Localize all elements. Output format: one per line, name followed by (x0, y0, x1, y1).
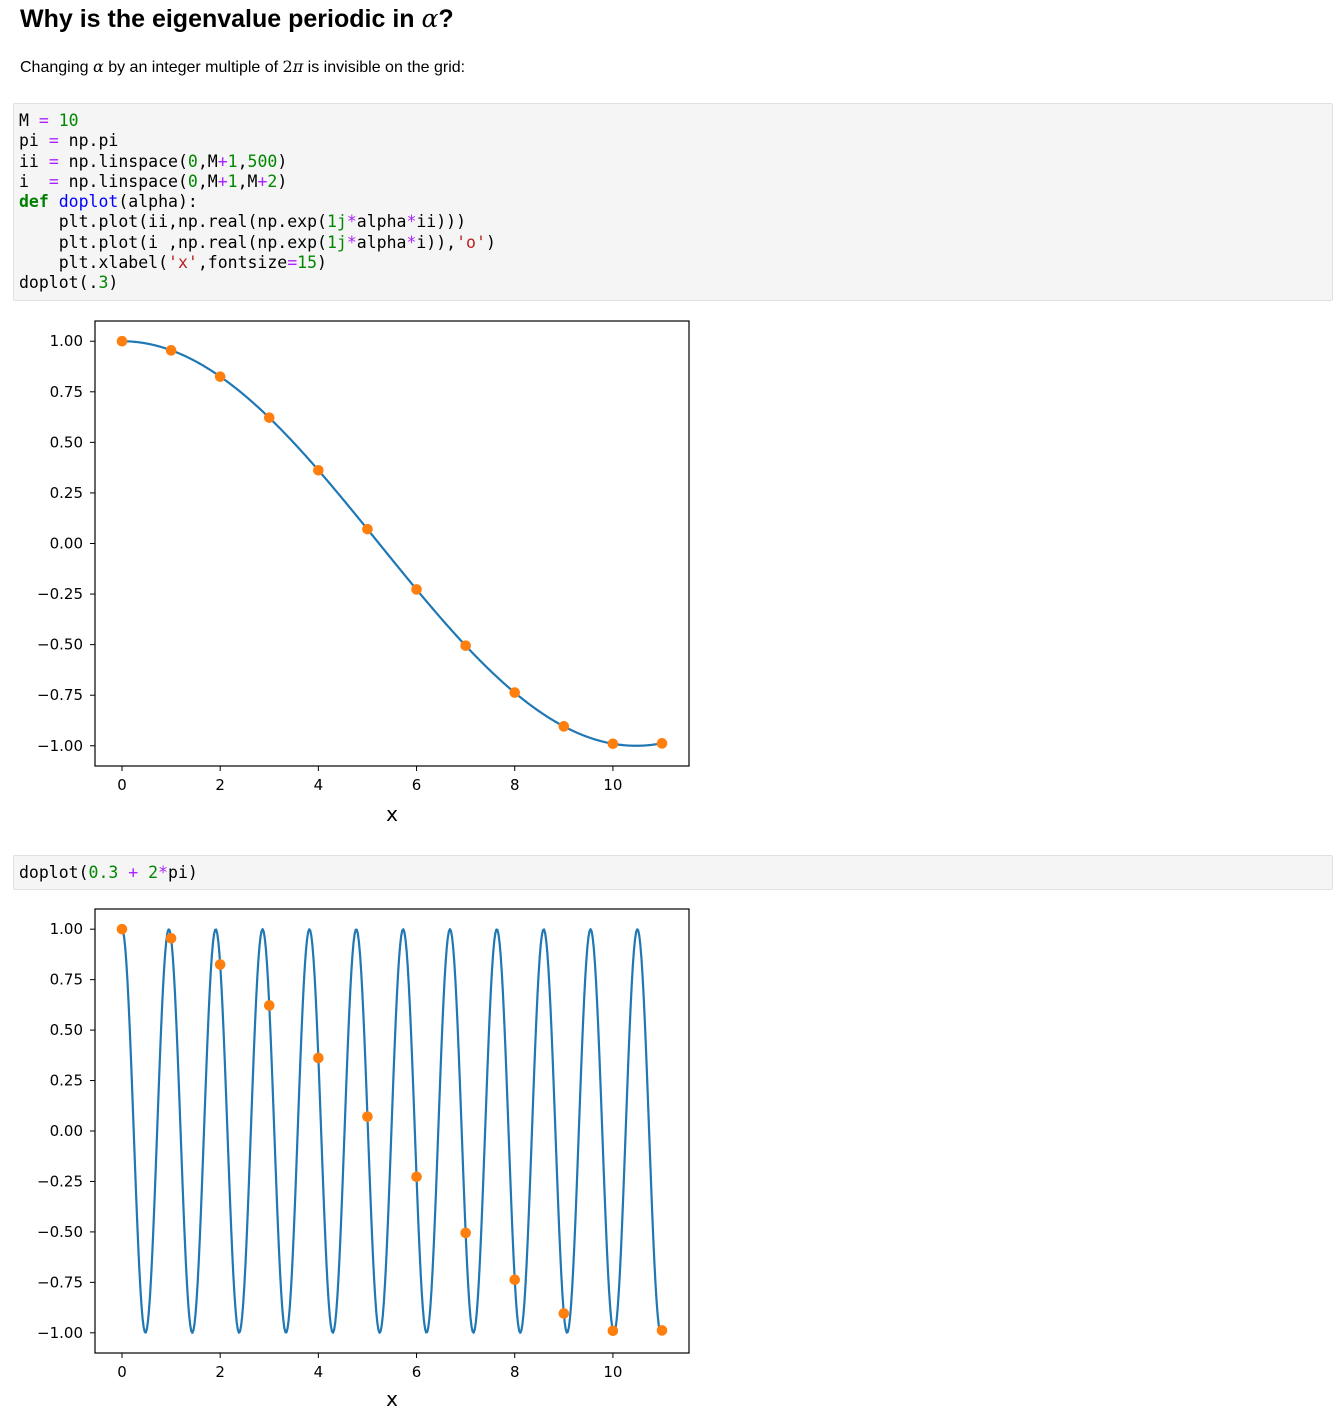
plot-1-sample-point (165, 345, 177, 356)
plot-2-y-tick-label: −0.75 (37, 1273, 83, 1291)
plot-1: 0 2 4 6 8 10 1.00 0.75 0.50 0.25 0.00 −0.25 −0.50 −0… (37, 320, 690, 826)
plot-2-y-tick-label: −0.50 (37, 1223, 83, 1241)
intro-two: 2 (282, 57, 293, 76)
plot-2-sample-point (607, 1325, 619, 1337)
plot-1-sample-point (263, 412, 275, 423)
plot-2-x-tick-label: 8 (510, 1363, 520, 1381)
plot-1-sample-point (558, 721, 570, 732)
plot-1-sample-point (116, 335, 128, 347)
plot-2-x-tick-label: 10 (603, 1363, 622, 1381)
plot-1-y-tick-label: −0.75 (37, 686, 83, 704)
plot-2-sample-point (558, 1308, 570, 1319)
plot-1-sample-point (362, 523, 373, 535)
section-heading: Why is the eigenvalue periodic in α? (20, 4, 454, 34)
plot-1-y-tick-label: 0.50 (50, 433, 83, 451)
code-cell-1-line-9: doplot(.3) (19, 273, 119, 293)
plot-2-x-tick-label: 4 (314, 1363, 324, 1381)
plot-1-y-tick-label: 1.00 (50, 332, 83, 350)
plot-2-y-tick-label: −1.00 (37, 1324, 83, 1342)
plot-2-x-ticks: 0 2 4 6 8 10 (117, 1353, 622, 1381)
plot-1-sample-point (656, 738, 668, 749)
plot-1-sample-point (509, 687, 521, 698)
plot-2-y-tick-label: 0.50 (50, 1021, 83, 1039)
code-cell-1-line-7: plt.plot(i ,np.real(np.exp(1j*alpha*i)),… (19, 232, 496, 252)
plot-2-curve-line (121, 928, 664, 1334)
plot-1-x-axis-label: x (386, 802, 398, 826)
plot-2-sample-point (509, 1274, 521, 1286)
intro-alpha-symbol: α (92, 57, 104, 76)
plot-1-sample-point (607, 738, 619, 750)
plot-2-sample-point (362, 1111, 373, 1122)
plot-1-sample-point (214, 371, 226, 382)
plot-2-x-tick-label: 6 (412, 1363, 422, 1381)
plot-1-x-ticks: 0 2 4 6 8 10 (117, 766, 622, 794)
plot-1-x-tick-label: 10 (603, 776, 622, 794)
plot-1-sample-point (411, 584, 422, 595)
plot-2-sample-point (116, 923, 128, 935)
plot-2-x-tick-label: 2 (215, 1363, 225, 1381)
plot-1-x-tick-label: 8 (510, 776, 520, 794)
plot-2-sample-point (263, 1000, 275, 1011)
plot-1-y-ticks: 1.00 0.75 0.50 0.25 0.00 −0.25 −0.50 −0.75 −1.00 (37, 332, 95, 755)
plot-2-sample-point (460, 1227, 471, 1239)
plot-2-y-tick-label: 0.00 (50, 1122, 83, 1140)
intro-text-2: by an integer multiple of (103, 59, 283, 76)
heading-text: Why is the eigenvalue periodic in (20, 5, 422, 33)
heading-suffix: ? (438, 5, 454, 33)
code-cell-1-line-8: plt.xlabel('x',fontsize=15) (19, 253, 327, 273)
plot-2-sample-point (411, 1171, 422, 1183)
plot-1-x-tick-label: 2 (215, 776, 225, 794)
plot-2-sample-point (656, 1325, 668, 1336)
plot-1-y-tick-label: 0.25 (50, 484, 83, 502)
code-cell-1-line-1: M = 10 (19, 111, 79, 130)
code-cell-1-line-5: def doplot(alpha): (19, 192, 198, 212)
intro-pi-symbol: π (292, 57, 304, 76)
plot-2-y-tick-label: 0.25 (50, 1072, 83, 1090)
plot-2-x-axis-label: x (386, 1387, 398, 1411)
plot-1-curve-line (121, 340, 663, 747)
plot-1-y-tick-label: 0.00 (50, 535, 83, 553)
intro-paragraph: Changing α by an integer multiple of 2π … (20, 57, 465, 77)
code-cell-1-line-2: pi = np.pi (19, 131, 119, 151)
plot-1-x-tick-label: 0 (117, 776, 127, 794)
plot-1-y-tick-label: −1.00 (37, 737, 83, 755)
plot-2-y-tick-label: −0.25 (37, 1172, 83, 1190)
code-cell-1-line-4: i = np.linspace(0,M+1,M+2) (19, 171, 288, 191)
code-cell-1-source[interactable]: M = 10 pi = np.pi ii = np.linspace(0,M+1… (14, 104, 1332, 301)
plot-2-sample-point (313, 1052, 324, 1064)
plot-2-y-tick-label: 1.00 (50, 920, 83, 938)
code-cell-2-source[interactable]: doplot(0.3 + 2*pi) (14, 856, 1332, 890)
heading-alpha-symbol: α (421, 4, 439, 33)
plot-2-sample-point (165, 932, 177, 944)
intro-text-1: Changing (20, 59, 93, 76)
plot-2-y-ticks: 1.00 0.75 0.50 0.25 0.00 −0.25 −0.50 −0.75 −1.00 (37, 920, 95, 1342)
intro-text-3: is invisible on the grid: (303, 59, 466, 76)
plot-1-axes-frame (94, 320, 690, 767)
code-cell-1-line-3: ii = np.linspace(0,M+1,500) (19, 151, 288, 171)
plot-1-y-tick-label: −0.25 (37, 585, 83, 603)
plot-2-y-tick-label: 0.75 (50, 971, 83, 989)
plot-2-series (116, 923, 668, 1337)
plot-2-x-tick-label: 0 (117, 1363, 127, 1381)
code-cell-2-line-1: doplot(0.3 + 2*pi) (19, 863, 198, 882)
plot-1-x-tick-label: 6 (412, 776, 422, 794)
plot-1-series (116, 335, 668, 750)
plot-1-sample-point (460, 640, 471, 651)
code-cell-1[interactable]: M = 10 pi = np.pi ii = np.linspace(0,M+1… (13, 103, 1333, 301)
plot-1-y-tick-label: 0.75 (50, 383, 83, 401)
code-cell-2[interactable]: doplot(0.3 + 2*pi) (13, 855, 1333, 890)
plot-1-y-tick-label: −0.50 (37, 636, 83, 654)
plot-1-sample-point (313, 464, 324, 476)
plot-2-sample-point (214, 959, 226, 970)
code-cell-1-line-6: plt.plot(ii,np.real(np.exp(1j*alpha*ii))… (19, 212, 467, 232)
plot-2: 0 2 4 6 8 10 1.00 0.75 0.50 0.25 0.00 −0.25 −0.50 −0… (37, 908, 690, 1411)
plot-1-x-tick-label: 4 (314, 776, 324, 794)
